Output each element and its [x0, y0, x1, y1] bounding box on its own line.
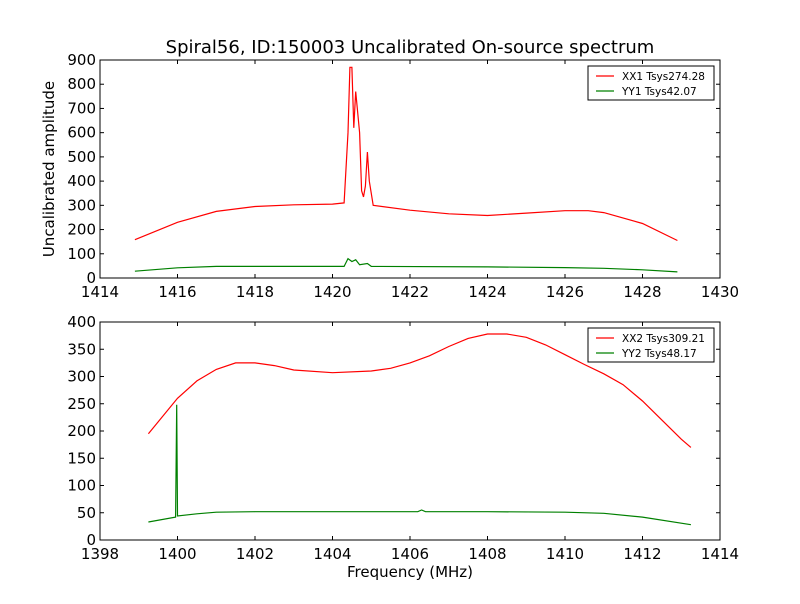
subplot-2: 1398 1400 1402 1404 1406 1408 1410 1412 1414 0 50 1… — [67, 313, 739, 581]
x-tick-label: 1412 — [623, 545, 661, 563]
y-tick-label: 100 — [67, 245, 96, 263]
x-tick-label: 1428 — [623, 283, 661, 301]
series-line-xx2 — [147, 333, 692, 448]
y-tick-label: 300 — [67, 196, 96, 214]
y-tick-label: 900 — [67, 51, 96, 69]
x-tick-label: 1424 — [468, 283, 506, 301]
y-tick-label: 350 — [67, 340, 96, 358]
x-tick-label: 1398 — [81, 545, 119, 563]
chart-title: Spiral56, ID:150003 Uncalibrated On-sour… — [166, 37, 655, 58]
y-tick-label: 150 — [67, 449, 96, 467]
legend-label: XX2 Tsys309.21 — [622, 333, 705, 345]
x-tick-label: 1414 — [701, 545, 739, 563]
x-tick-label: 1426 — [546, 283, 584, 301]
y-tick-label: 200 — [67, 422, 96, 440]
x-tick-label: 1406 — [391, 545, 429, 563]
x-tick-label: 1408 — [468, 545, 506, 563]
y-tick-label: 200 — [67, 221, 96, 239]
x-tick-label: 1418 — [236, 283, 274, 301]
y-tick-label: 50 — [77, 504, 96, 522]
x-tick-label: 1430 — [701, 283, 739, 301]
legend-label: XX1 Tsys274.28 — [622, 71, 705, 83]
legend-box — [587, 327, 715, 363]
x-tick-label: 1414 — [81, 283, 119, 301]
y-tick-label: 600 — [67, 124, 96, 142]
y-tick-label: 250 — [67, 395, 96, 413]
y-tick-label: 700 — [67, 99, 96, 117]
y-tick-label: 500 — [67, 148, 96, 166]
x-axis-label: Frequency (MHz) — [347, 563, 473, 581]
x-tick-label: 1422 — [391, 283, 429, 301]
y-tick-label: 300 — [67, 368, 96, 386]
y-tick-label: 400 — [67, 172, 96, 190]
x-tick-label: 1402 — [236, 545, 274, 563]
legend-label: YY2 Tsys48.17 — [621, 348, 697, 360]
x-tick-label: 1416 — [158, 283, 196, 301]
x-tick-label: 1404 — [313, 545, 351, 563]
y-tick-label: 800 — [67, 75, 96, 93]
legend: XX2 Tsys309.21 YY2 Tsys48.17 — [587, 327, 715, 363]
y-axis-label: Uncalibrated amplitude — [40, 81, 58, 257]
legend-box — [587, 65, 715, 101]
x-tick-label: 1420 — [313, 283, 351, 301]
y-tick-label: 400 — [67, 313, 96, 331]
legend-label: YY1 Tsys42.07 — [621, 86, 697, 98]
y-tick-label: 100 — [67, 477, 96, 495]
series-line-yy2 — [148, 404, 691, 526]
x-tick-label: 1400 — [158, 545, 196, 563]
legend: XX1 Tsys274.28 YY1 Tsys42.07 — [587, 65, 715, 101]
y-tick-label: 0 — [86, 269, 96, 287]
subplot-1: 1414 1416 1418 1420 1422 1424 1426 1428 1430 0 100… — [40, 37, 739, 301]
series-line-yy1 — [134, 257, 678, 273]
x-tick-label: 1410 — [546, 545, 584, 563]
y-tick-label: 0 — [86, 531, 96, 549]
series-line-xx1 — [134, 66, 678, 242]
